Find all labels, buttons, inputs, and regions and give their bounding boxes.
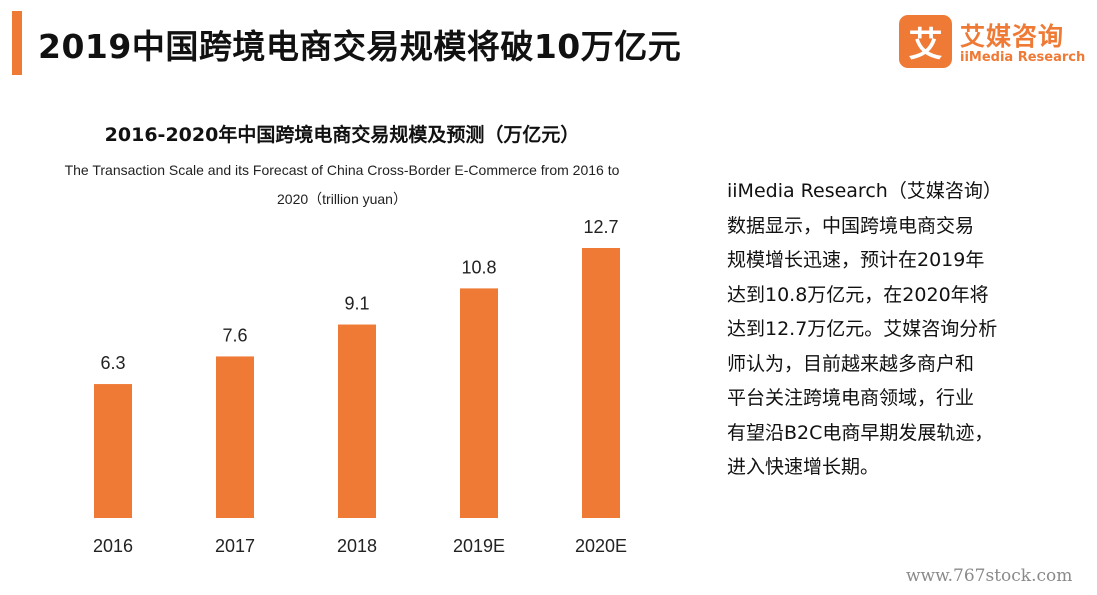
x-tick-label-2019E: 2019E xyxy=(453,536,505,556)
bar-2019E xyxy=(460,288,498,518)
watermark: www.767stock.com xyxy=(906,566,1073,586)
logo-name-en: iiMedia Research xyxy=(960,50,1086,65)
chart-subtitle: The Transaction Scale and its Forecast o… xyxy=(64,162,620,207)
data-label-2019E: 10.8 xyxy=(461,257,496,277)
bar-2017 xyxy=(216,356,254,518)
logo: 艾 艾媒咨询 iiMedia Research xyxy=(899,14,1085,70)
logo-mark-icon: 艾 xyxy=(899,15,952,68)
title-accent-bar xyxy=(12,11,22,75)
data-label-2017: 7.6 xyxy=(222,325,247,345)
data-label-2016: 6.3 xyxy=(100,353,125,373)
data-label-2018: 9.1 xyxy=(344,294,369,314)
x-tick-label-2017: 2017 xyxy=(215,536,255,556)
bar-chart: 6.3 2016 7.6 2017 9.1 2018 10.8 2019E 12.7 2020E xyxy=(93,217,627,556)
x-tick-label-2020E: 2020E xyxy=(575,536,627,556)
page-title: 2019中国跨境电商交易规模将破10万亿元 xyxy=(38,27,682,66)
data-label-2020E: 12.7 xyxy=(583,217,618,237)
logo-name-cn: 艾媒咨询 xyxy=(960,22,1065,51)
bar-2016 xyxy=(94,384,132,518)
chart-title: 2016-2020年中国跨境电商交易规模及预测（万亿元） xyxy=(104,124,580,146)
bar-2018 xyxy=(338,324,376,518)
bar-2020E xyxy=(582,248,620,518)
summary-text: iiMedia Research（艾媒咨询） 数据显示，中国跨境电商交易 规模增… xyxy=(727,180,1002,478)
x-tick-label-2016: 2016 xyxy=(93,536,133,556)
x-tick-label-2018: 2018 xyxy=(337,536,377,556)
